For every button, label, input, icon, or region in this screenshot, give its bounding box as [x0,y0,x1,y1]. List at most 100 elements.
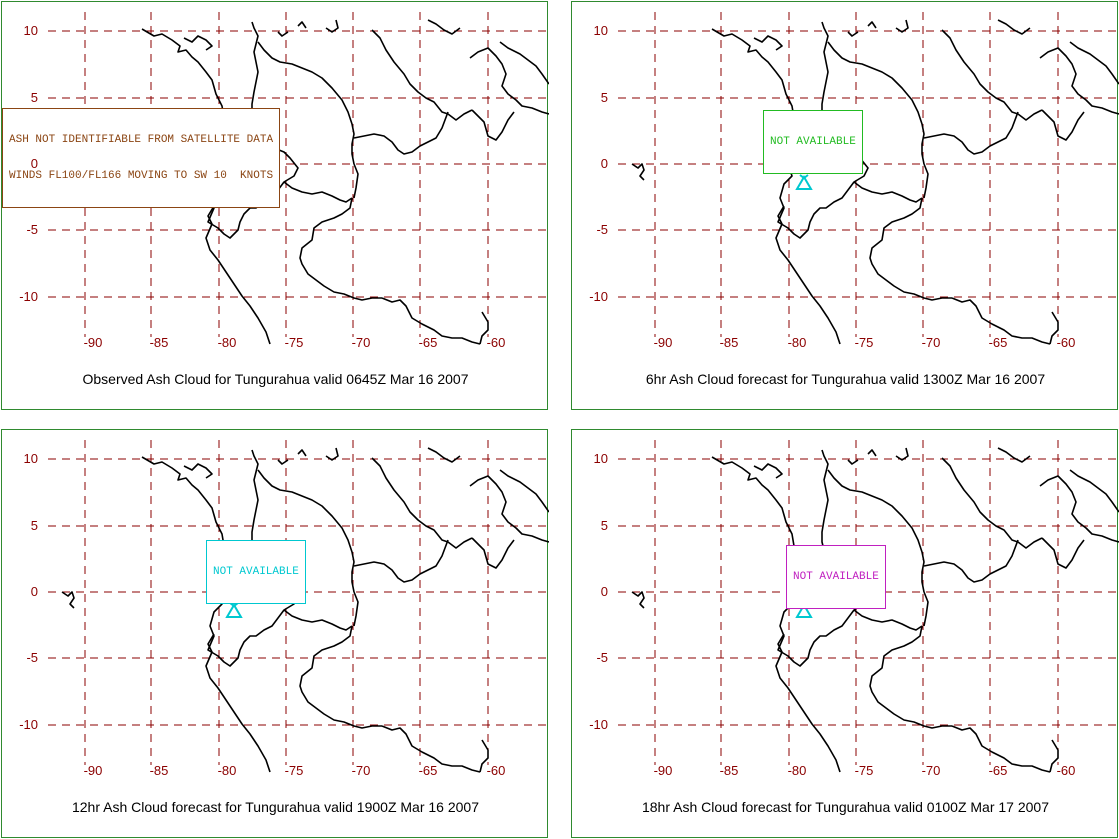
longitude-label: -70 [921,763,941,778]
map-panel-12hr: NOT AVAILABLE 12hr Ash Cloud forecast fo… [1,429,549,838]
longitude-label: -60 [1056,335,1076,350]
coastline-segment [205,205,271,345]
latitude-label: -5 [596,222,608,237]
coastline-segment [325,19,339,33]
coastline-segment [997,447,1031,463]
coastline-segment [753,35,783,51]
longitude-label: -75 [284,763,304,778]
coastline-segment [499,41,549,85]
longitude-label: -85 [149,335,169,350]
latitude-label: 10 [23,451,38,466]
longitude-label: -90 [653,335,673,350]
coastline-segment [479,739,489,773]
coastline-segment [297,449,307,457]
coastline-segment [923,163,929,199]
coastline-segment [631,163,645,181]
coastline-segment [1069,41,1119,85]
coastline-segment [183,463,213,479]
longitude-label: -75 [854,763,874,778]
longitude-label: -85 [149,763,169,778]
latitude-label: 5 [30,90,38,105]
longitude-label: -90 [653,763,673,778]
coastline-segment [869,197,952,301]
coastline-segment [469,47,549,115]
status-line-2: WINDS FL100/FL166 MOVING TO SW 10 KNOTS [9,170,274,182]
longitude-label: -75 [854,335,874,350]
longitude-label: -80 [217,763,237,778]
panel-caption: 18hr Ash Cloud forecast for Tungurahua v… [641,799,1050,815]
coastline-segment [381,725,481,773]
map-canvas [618,440,1119,773]
coastline-segment [277,31,289,37]
coastline-segment [867,449,877,457]
coastline-segment [257,469,355,593]
longitude-label: -60 [486,763,506,778]
status-line-1: NOT AVAILABLE [213,566,299,578]
map-panel-observed: ASH NOT IDENTIFIABLE FROM SATELLITE DATA… [1,1,549,410]
coastline-segment [353,163,359,199]
coastline-segment [853,609,923,631]
latitude-label: 5 [30,518,38,533]
map-canvas [48,440,549,773]
latitude-label: -5 [596,650,608,665]
coastline-segment [257,41,355,165]
graticule [618,12,1119,337]
coastline-segment [277,459,289,465]
status-box: NOT AVAILABLE [206,540,306,604]
coastline-segment [951,297,1051,345]
coastline-segment [1049,311,1059,345]
latitude-label: -10 [19,717,38,732]
panel-caption: Observed Ash Cloud for Tungurahua valid … [82,371,469,387]
latitude-label: -10 [589,717,608,732]
coastline-segment [1049,739,1059,773]
latitude-label: -10 [589,289,608,304]
coastline-segment [827,41,925,165]
coastline-segment [847,31,859,37]
coastline-segment [479,311,489,345]
coastline-segment [297,21,307,29]
longitude-label: -80 [217,335,237,350]
coastline-segment [711,28,869,239]
coastlines [631,447,1119,773]
graticule [618,440,1119,765]
volcano-icon [795,174,813,190]
coastline-segment [895,447,909,461]
coastlines [61,447,549,773]
coastlines [61,19,549,345]
coastline-segment [183,35,213,51]
coastline-segment [847,459,859,465]
coastline-segment [1041,109,1085,141]
longitude-label: -60 [1056,763,1076,778]
coastline-segment [1039,475,1119,543]
coastline-segment [471,109,515,141]
longitude-label: -70 [351,763,371,778]
status-box: NOT AVAILABLE [786,545,886,609]
coastline-segment [141,28,299,239]
latitude-label: 10 [23,23,38,38]
longitude-label: -80 [787,335,807,350]
latitude-label: 5 [600,518,608,533]
graticule [48,440,549,765]
map-panel-6hr: NOT AVAILABLE 6hr Ash Cloud forecast for… [571,1,1119,410]
coastline-segment [427,447,461,463]
latitude-label: -5 [26,650,38,665]
status-line-1: ASH NOT IDENTIFIABLE FROM SATELLITE DATA [9,134,274,146]
coastline-segment [821,449,829,561]
longitude-label: -65 [418,763,438,778]
coastline-segment [1069,469,1119,513]
latitude-label: 0 [600,584,608,599]
longitude-label: -85 [719,335,739,350]
coastline-segment [827,469,925,593]
longitude-label: -65 [418,335,438,350]
longitude-label: -75 [284,335,304,350]
coastline-segment [997,19,1031,35]
volcano-icon [225,602,243,618]
status-line-1: NOT AVAILABLE [793,571,879,583]
map-panel-18hr: NOT AVAILABLE 18hr Ash Cloud forecast fo… [571,429,1119,838]
graticule [48,12,549,337]
coastline-segment [499,469,549,513]
coastline-segment [299,197,382,301]
latitude-label: 0 [30,156,38,171]
latitude-label: 10 [593,451,608,466]
coastline-segment [353,591,359,627]
